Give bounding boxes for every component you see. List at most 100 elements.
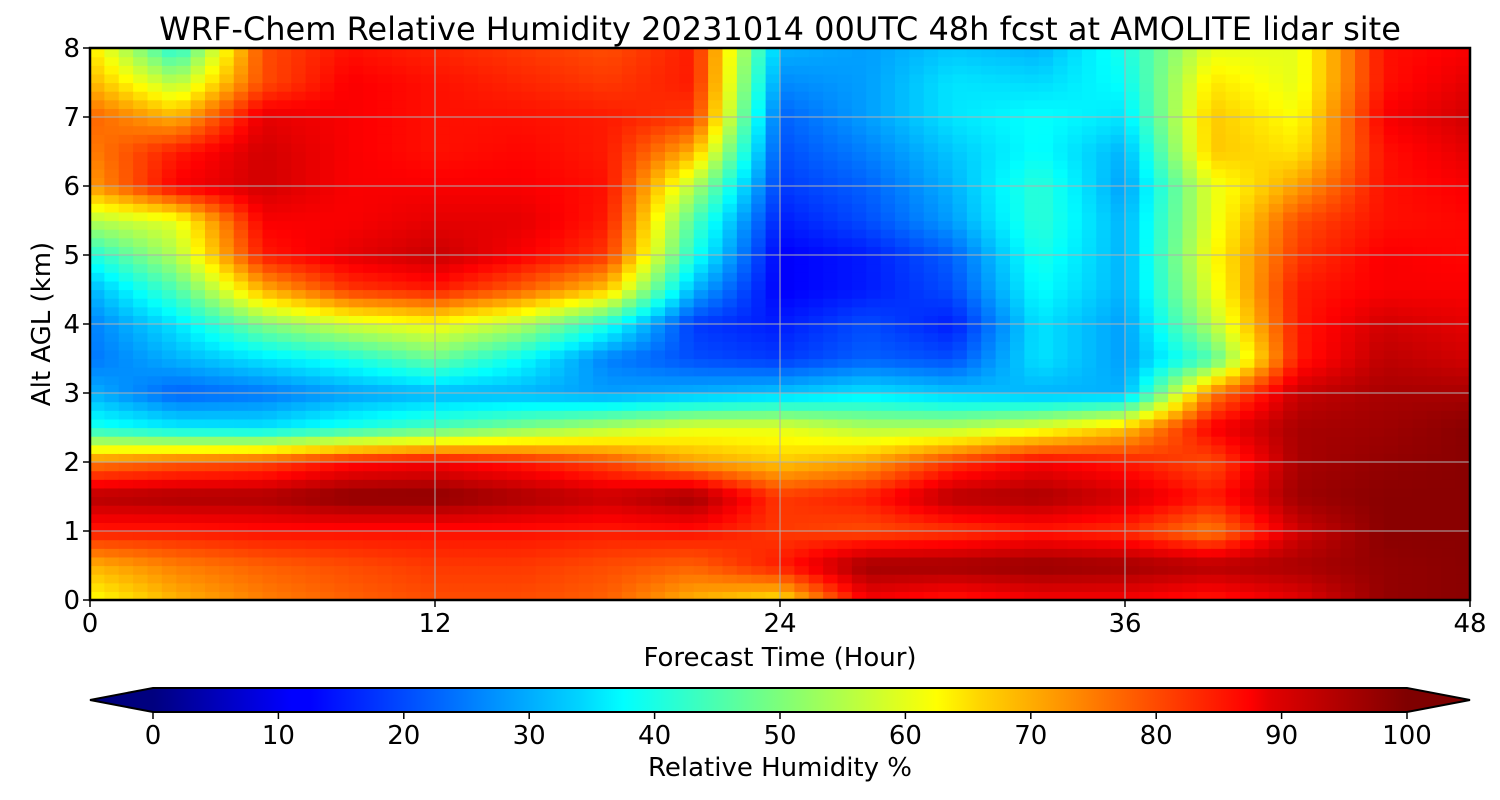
heatmap-cell	[1196, 410, 1212, 420]
heatmap-cell	[578, 306, 594, 316]
heatmap-cell	[205, 367, 220, 377]
heatmap-cell	[506, 358, 522, 368]
heatmap-cell	[636, 142, 652, 153]
heatmap-cell	[521, 548, 537, 558]
heatmap-cell	[851, 470, 867, 480]
heatmap-cell	[435, 108, 450, 118]
heatmap-cell	[1168, 470, 1184, 480]
heatmap-cell	[1182, 349, 1198, 360]
heatmap-cell	[219, 73, 235, 84]
heatmap-cell	[161, 367, 177, 377]
heatmap-cell	[708, 418, 724, 429]
heatmap-cell	[449, 462, 465, 472]
heatmap-cell	[1038, 556, 1054, 567]
heatmap-cell	[291, 315, 307, 325]
heatmap-cell	[147, 384, 163, 394]
heatmap-cell	[1182, 220, 1198, 230]
heatmap-cell	[118, 125, 134, 135]
heatmap-cell	[1139, 375, 1155, 385]
heatmap-cell	[1024, 487, 1040, 498]
heatmap-cell	[880, 56, 896, 66]
heatmap-cell	[535, 65, 551, 75]
heatmap-cell	[808, 531, 824, 541]
heatmap-cell	[851, 582, 867, 592]
heatmap-cell	[161, 462, 177, 472]
heatmap-cell	[593, 410, 609, 420]
heatmap-cell	[133, 556, 149, 567]
heatmap-cell	[722, 324, 738, 334]
heatmap-cell	[1038, 487, 1054, 498]
heatmap-cell	[736, 315, 752, 325]
heatmap-cell	[1053, 496, 1069, 506]
heatmap-cell	[377, 220, 393, 230]
heatmap-cell	[736, 246, 752, 256]
heatmap-cell	[262, 186, 278, 196]
heatmap-cell	[636, 298, 652, 308]
heatmap-cell	[607, 427, 623, 437]
heatmap-cell	[190, 134, 206, 144]
heatmap-cell	[521, 384, 537, 394]
heatmap-cell	[176, 332, 192, 342]
heatmap-cell	[377, 255, 393, 265]
heatmap-cell	[823, 117, 839, 127]
heatmap-cell	[665, 82, 680, 92]
heatmap-cell	[506, 73, 522, 84]
heatmap-cell	[478, 315, 494, 325]
heatmap-cell	[636, 384, 652, 394]
heatmap-cell	[305, 315, 321, 325]
heatmap-cell	[291, 487, 307, 498]
heatmap-cell	[205, 393, 220, 403]
heatmap-cell	[305, 384, 321, 394]
heatmap-cell	[722, 496, 738, 506]
heatmap-cell	[262, 289, 278, 299]
heatmap-cell	[104, 91, 120, 101]
heatmap-cell	[1110, 125, 1126, 135]
heatmap-cell	[492, 194, 508, 204]
heatmap-cell	[722, 117, 738, 127]
heatmap-cell	[895, 289, 910, 299]
heatmap-cell	[420, 134, 436, 144]
heatmap-cell	[305, 203, 321, 213]
heatmap-cell	[1067, 505, 1083, 515]
heatmap-cell	[176, 82, 192, 92]
heatmap-cell	[966, 393, 982, 403]
heatmap-cell	[478, 237, 494, 247]
heatmap-cell	[751, 211, 767, 222]
heatmap-cell	[190, 255, 206, 265]
heatmap-cell	[636, 436, 652, 446]
heatmap-cell	[851, 280, 867, 291]
heatmap-cell	[1096, 194, 1112, 204]
heatmap-cell	[765, 384, 781, 394]
heatmap-cell	[305, 168, 321, 178]
heatmap-cell	[147, 401, 163, 411]
heatmap-cell	[880, 220, 896, 230]
heatmap-cell	[276, 272, 292, 282]
heatmap-cell	[320, 410, 335, 420]
heatmap-cell	[995, 324, 1011, 334]
heatmap-cell	[808, 565, 824, 575]
heatmap-cell	[1196, 211, 1212, 222]
heatmap-cell	[593, 186, 609, 196]
heatmap-cell	[1010, 280, 1025, 291]
heatmap-cell	[1182, 522, 1198, 532]
heatmap-cell	[449, 237, 465, 247]
heatmap-cell	[794, 324, 810, 334]
heatmap-cell	[449, 151, 465, 161]
heatmap-cell	[233, 142, 249, 153]
heatmap-cell	[708, 168, 724, 178]
heatmap-cell	[1053, 306, 1069, 316]
heatmap-cell	[938, 246, 954, 256]
heatmap-cell	[1110, 444, 1126, 454]
heatmap-cell	[348, 358, 364, 368]
heatmap-cell	[248, 341, 264, 351]
heatmap-cell	[1067, 168, 1083, 178]
heatmap-cell	[607, 591, 623, 600]
heatmap-cell	[291, 522, 307, 532]
heatmap-cell	[823, 108, 839, 118]
heatmap-cell	[1153, 574, 1169, 584]
heatmap-cell	[952, 539, 968, 549]
heatmap-cell	[219, 263, 235, 273]
heatmap-cell	[406, 56, 422, 66]
heatmap-cell	[492, 539, 508, 549]
heatmap-cell	[665, 91, 680, 101]
